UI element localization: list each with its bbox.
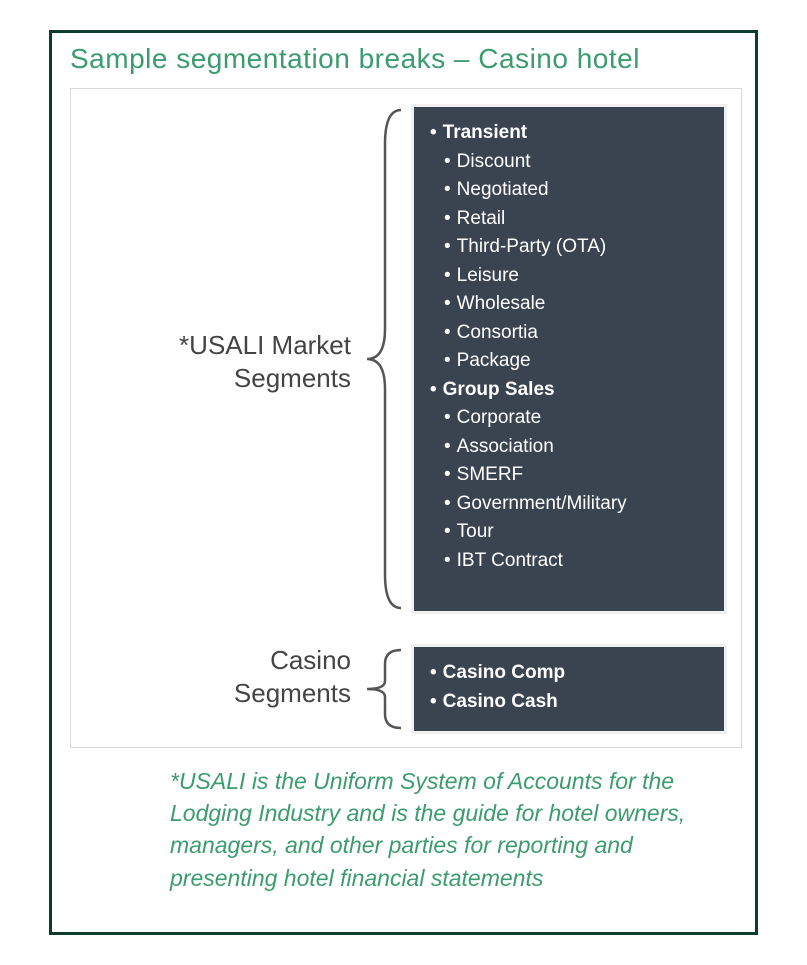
casino-segment-box: Casino Comp Casino Cash xyxy=(411,644,727,734)
segment-item: Government/Military xyxy=(430,490,708,519)
usali-category-label: *USALI Market Segments xyxy=(71,329,351,394)
usali-footnote: *USALI is the Uniform System of Accounts… xyxy=(170,765,725,894)
group-header: Casino Cash xyxy=(430,688,708,717)
segment-item: Corporate xyxy=(430,404,708,433)
group-header: Group Sales xyxy=(430,376,708,405)
group-header: Transient xyxy=(430,119,708,148)
usali-brace-icon xyxy=(361,104,407,614)
segment-item: Consortia xyxy=(430,319,708,348)
segment-item: Leisure xyxy=(430,262,708,291)
casino-label-line1: Casino xyxy=(270,645,351,675)
casino-brace-icon xyxy=(361,644,407,734)
segment-item: Retail xyxy=(430,205,708,234)
segment-item: Discount xyxy=(430,148,708,177)
segment-item: IBT Contract xyxy=(430,547,708,576)
segment-item: Negotiated xyxy=(430,176,708,205)
group-header: Casino Comp xyxy=(430,659,708,688)
outer-frame: Sample segmentation breaks – Casino hote… xyxy=(49,30,758,935)
segment-item: Package xyxy=(430,347,708,376)
diagram-title: Sample segmentation breaks – Casino hote… xyxy=(70,43,640,75)
segment-item: Association xyxy=(430,433,708,462)
usali-label-line1: *USALI Market xyxy=(179,330,351,360)
casino-label-line2: Segments xyxy=(234,678,351,708)
diagram-panel: *USALI Market Segments Transient Discoun… xyxy=(70,88,742,748)
segment-item: SMERF xyxy=(430,461,708,490)
usali-segment-box: Transient Discount Negotiated Retail Thi… xyxy=(411,104,727,614)
casino-category-label: Casino Segments xyxy=(71,644,351,709)
segment-item: Tour xyxy=(430,518,708,547)
segment-item: Wholesale xyxy=(430,290,708,319)
segment-item: Third-Party (OTA) xyxy=(430,233,708,262)
usali-label-line2: Segments xyxy=(234,363,351,393)
